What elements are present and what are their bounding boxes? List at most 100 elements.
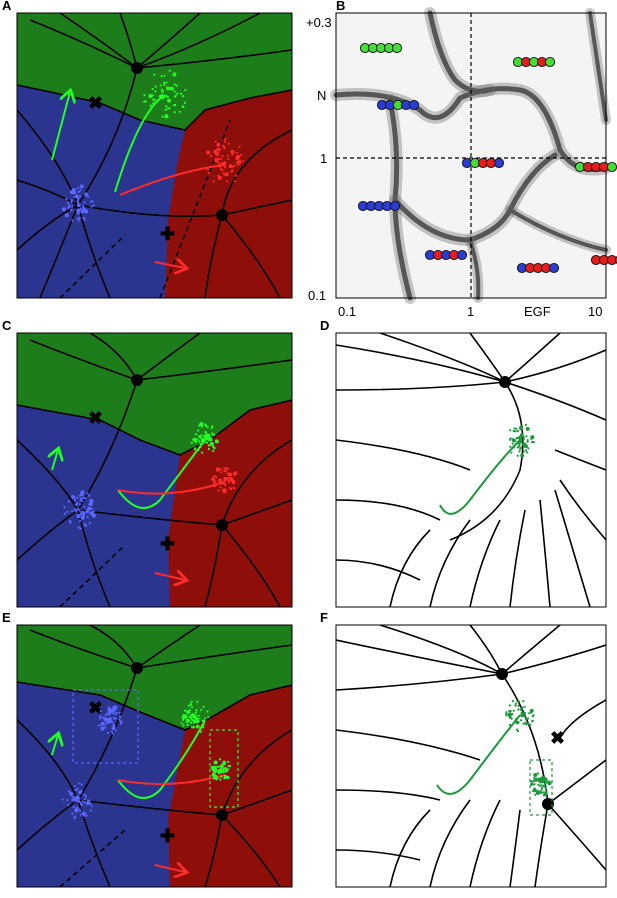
cell-dot bbox=[236, 154, 241, 159]
cell-dot bbox=[235, 174, 238, 177]
cell-dot bbox=[74, 796, 79, 801]
phase-portrait-d bbox=[336, 333, 606, 607]
cell-dot bbox=[166, 95, 170, 99]
panel-label-f: F bbox=[320, 610, 328, 625]
cell-dot bbox=[90, 205, 93, 208]
cell-dot bbox=[114, 717, 117, 720]
cell-dot bbox=[514, 702, 517, 705]
cell-dot bbox=[83, 801, 87, 804]
cell-cloud-green bbox=[190, 422, 219, 454]
panel-label-a: A bbox=[2, 0, 12, 13]
cell-dot bbox=[204, 430, 207, 434]
cell-dot bbox=[531, 719, 534, 722]
cell-dot bbox=[234, 179, 237, 183]
cell-dot bbox=[183, 101, 187, 104]
cell-dot bbox=[76, 208, 81, 213]
cell-dot bbox=[213, 447, 216, 450]
cell-dot bbox=[89, 511, 94, 516]
cell-dot bbox=[77, 203, 80, 207]
cell-dot bbox=[68, 790, 71, 793]
cell-dot bbox=[211, 768, 215, 771]
cell-dot bbox=[83, 522, 86, 526]
cell-dot bbox=[81, 510, 85, 513]
cell-dot bbox=[219, 778, 222, 781]
cell-dot bbox=[195, 709, 198, 712]
bead-blue bbox=[548, 262, 560, 274]
cell-dot bbox=[73, 816, 76, 820]
cell-dot bbox=[223, 467, 226, 470]
cell-dot bbox=[213, 485, 216, 488]
cell-dot bbox=[176, 92, 179, 95]
cell-dot bbox=[206, 433, 211, 438]
cell-dot bbox=[70, 199, 73, 202]
cell-dot bbox=[88, 799, 91, 802]
cell-dot bbox=[519, 446, 523, 449]
cell-dot bbox=[85, 509, 90, 514]
cell-dot bbox=[535, 790, 540, 795]
cell-dot bbox=[111, 730, 114, 733]
cell-dot bbox=[217, 489, 220, 492]
cell-dot bbox=[222, 480, 225, 484]
bead-group bbox=[376, 99, 420, 111]
cell-dot bbox=[537, 780, 541, 783]
cell-dot bbox=[232, 479, 235, 482]
cell-dot bbox=[511, 442, 514, 445]
phase-portrait-c: ✖ ✚ bbox=[17, 333, 292, 607]
cell-dot bbox=[77, 219, 80, 222]
cell-dot bbox=[69, 791, 74, 796]
cell-dot bbox=[227, 760, 230, 764]
cell-dot bbox=[81, 204, 84, 207]
cell-dot bbox=[68, 205, 71, 209]
cell-dot bbox=[149, 104, 152, 107]
cell-dot bbox=[89, 498, 94, 503]
cell-dot bbox=[540, 786, 544, 790]
cell-dot bbox=[76, 186, 80, 190]
cell-dot bbox=[227, 467, 230, 470]
cell-dot bbox=[531, 789, 535, 792]
cell-dot bbox=[76, 799, 79, 803]
cell-dot bbox=[224, 166, 227, 169]
cell-dot bbox=[91, 200, 94, 203]
phase-portrait-f: ✖ bbox=[336, 625, 606, 887]
cell-dot bbox=[197, 429, 200, 432]
cell-dot bbox=[518, 450, 521, 453]
cell-dot bbox=[228, 476, 231, 480]
cell-cloud-green bbox=[504, 700, 535, 733]
cell-dot bbox=[541, 784, 544, 787]
cell-dot bbox=[104, 714, 107, 717]
cell-dot bbox=[206, 426, 209, 429]
cell-dot bbox=[219, 765, 223, 768]
cell-dot bbox=[219, 165, 222, 168]
cell-dot bbox=[525, 723, 528, 726]
cell-dot bbox=[106, 712, 109, 715]
cell-dot bbox=[166, 107, 169, 110]
cell-dot bbox=[197, 448, 200, 452]
cell-dot bbox=[107, 709, 112, 714]
cell-cloud-green-box bbox=[529, 772, 552, 797]
cell-dot bbox=[521, 706, 524, 709]
cell-dot bbox=[543, 793, 546, 796]
panel-label-b: B bbox=[336, 0, 345, 13]
cell-dot bbox=[530, 780, 533, 783]
cell-dot bbox=[224, 161, 227, 164]
cell-dot bbox=[86, 492, 89, 495]
cell-dot bbox=[154, 85, 157, 88]
cell-dot bbox=[219, 471, 222, 474]
cell-dot bbox=[542, 791, 545, 794]
cell-dot bbox=[76, 787, 79, 790]
bead-green bbox=[391, 42, 403, 54]
cell-dot bbox=[212, 449, 215, 452]
cell-dot bbox=[223, 163, 227, 167]
cell-dot bbox=[508, 704, 511, 707]
cell-dot bbox=[76, 507, 80, 510]
cell-dot bbox=[213, 474, 216, 478]
cell-dot bbox=[81, 800, 85, 803]
cell-dot bbox=[160, 75, 163, 78]
cell-dot bbox=[231, 166, 234, 169]
bead-blue bbox=[389, 200, 401, 212]
cell-dot bbox=[197, 714, 200, 717]
cell-dot bbox=[84, 524, 87, 527]
cell-dot bbox=[224, 479, 227, 482]
cell-dot bbox=[165, 105, 168, 108]
cell-dot bbox=[202, 723, 205, 726]
